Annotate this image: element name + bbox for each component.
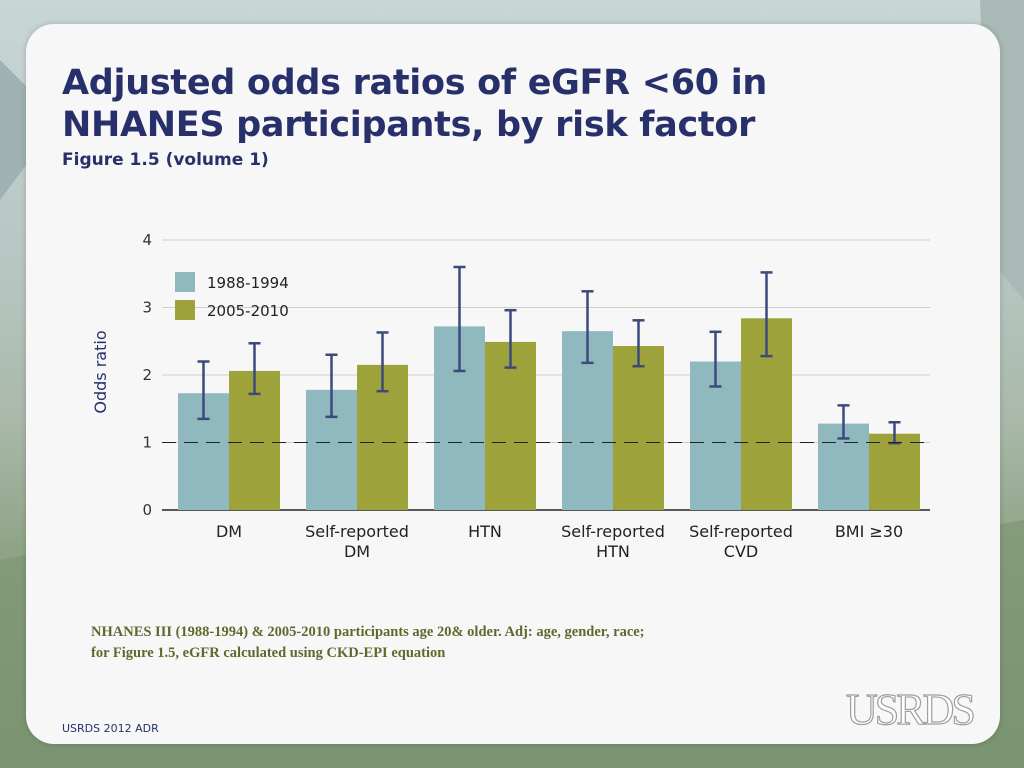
footnote: NHANES III (1988-1994) & 2005-2010 parti…	[91, 622, 791, 664]
slide-title: Adjusted odds ratios of eGFR <60 in NHAN…	[62, 63, 768, 145]
bar	[485, 341, 536, 510]
x-tick-label: Self-reported DM	[305, 522, 409, 561]
odds-ratio-bar-chart: 0 1 2 3 4 DM Self-reported DM HTN Self-reported H…	[91, 231, 930, 561]
y-tick-label: 4	[142, 231, 152, 249]
legend-swatch	[175, 272, 195, 292]
bar	[869, 433, 920, 510]
y-tick-label: 0	[142, 501, 152, 519]
x-tick-label: Self-reported CVD	[689, 522, 793, 561]
legend-label: 2005-2010	[207, 302, 289, 320]
x-tick-label: Self-reported HTN	[561, 522, 665, 561]
y-tick-label: 2	[142, 366, 152, 384]
legend-label: 1988-1994	[207, 274, 289, 292]
footnote-line-1: NHANES III (1988-1994) & 2005-2010 parti…	[91, 624, 645, 640]
footer-source: USRDS 2012 ADR	[62, 722, 159, 735]
y-tick-label: 3	[142, 299, 152, 317]
y-axis-label: Odds ratio	[91, 330, 110, 413]
bar	[613, 345, 664, 510]
y-tick-label: 1	[142, 434, 152, 452]
footnote-line-2: for Figure 1.5, eGFR calculated using CK…	[91, 645, 446, 661]
usrds-logo: USRDS	[845, 684, 976, 734]
x-tick-label: BMI ≥30	[835, 522, 903, 541]
slide-subtitle: Figure 1.5 (volume 1)	[62, 150, 269, 170]
x-tick-label: DM	[216, 522, 242, 541]
legend-swatch	[175, 300, 195, 320]
x-tick-label: HTN	[468, 522, 502, 541]
